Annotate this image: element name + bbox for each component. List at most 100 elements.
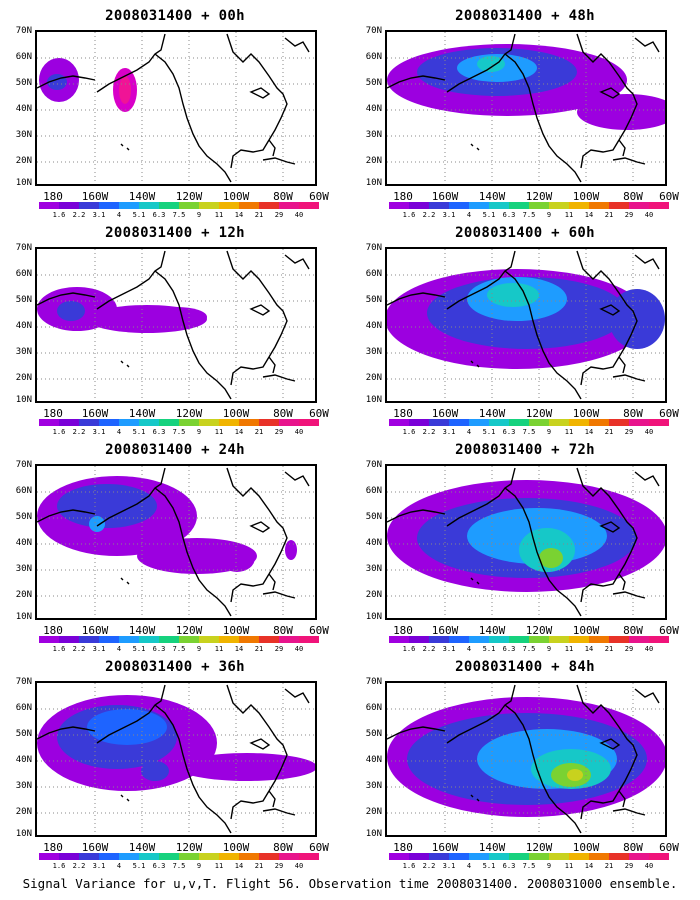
colorbar-swatch <box>549 419 569 426</box>
coastline <box>576 33 638 141</box>
longitude-label: 60W <box>309 407 329 420</box>
coastline <box>387 726 446 740</box>
colorbar-swatch <box>409 853 429 860</box>
colorbar-label: 9 <box>546 645 552 653</box>
latitude-label: 10N <box>15 395 32 405</box>
longitude-label: 100W <box>222 841 250 854</box>
latitude-label: 20N <box>365 590 382 600</box>
colorbar-label: 7.5 <box>522 862 536 870</box>
latitude-label: 60N <box>15 52 32 62</box>
longitude-label: 160W <box>431 841 459 854</box>
colorbar-swatch <box>139 636 159 643</box>
panel-title: 2008031400 + 48h <box>455 8 595 24</box>
colorbar-swatch <box>429 636 449 643</box>
longitude-label: 180 <box>43 407 63 420</box>
colorbar-swatch <box>179 202 199 209</box>
colorbar-label: 3.1 <box>92 211 106 219</box>
variance-contour <box>141 761 169 781</box>
latitude-label: 20N <box>15 590 32 600</box>
map-frame <box>385 681 667 837</box>
colorbar-swatch <box>39 636 59 643</box>
colorbar-swatch <box>489 419 509 426</box>
colorbar-label: 3.1 <box>92 645 106 653</box>
colorbar-swatch <box>389 202 409 209</box>
colorbar-label: 14 <box>234 645 244 653</box>
colorbar <box>389 636 669 643</box>
colorbar-label: 2.2 <box>72 428 86 436</box>
colorbar-swatch <box>199 202 219 209</box>
coastline <box>634 471 660 487</box>
coastline <box>262 808 296 816</box>
colorbar-swatch <box>589 202 609 209</box>
colorbar-label: 21 <box>604 645 614 653</box>
coastline <box>634 254 660 270</box>
colorbar-label: 40 <box>294 862 304 870</box>
coastline <box>387 292 446 306</box>
longitude-label: 120W <box>175 841 203 854</box>
longitude-label: 140W <box>128 190 156 203</box>
colorbar-swatch <box>259 202 279 209</box>
latitude-label: 40N <box>365 538 382 548</box>
coastline <box>612 157 646 165</box>
colorbar-label: 14 <box>584 211 594 219</box>
colorbar-swatch <box>279 419 299 426</box>
coastline <box>37 509 96 523</box>
colorbar-swatch <box>259 636 279 643</box>
coastline <box>580 356 626 386</box>
colorbar-label: 3.1 <box>442 862 456 870</box>
colorbar-label: 40 <box>644 428 654 436</box>
coastline <box>230 356 276 386</box>
colorbar-swatch <box>59 853 79 860</box>
colorbar-label: 9 <box>196 428 202 436</box>
coastline <box>37 292 96 306</box>
coastline <box>284 254 310 270</box>
colorbar-label: 6.3 <box>152 862 166 870</box>
colorbar-swatch <box>549 636 569 643</box>
longitude-label: 180 <box>393 841 413 854</box>
colorbar-swatch <box>99 853 119 860</box>
colorbar-swatch <box>429 419 449 426</box>
colorbar-swatch <box>119 853 139 860</box>
longitude-label: 140W <box>128 407 156 420</box>
coastline <box>576 467 638 575</box>
colorbar-swatch <box>549 853 569 860</box>
colorbar-swatch <box>489 202 509 209</box>
latitude-label: 60N <box>365 486 382 496</box>
latitude-label: 10N <box>15 612 32 622</box>
coastline <box>226 33 288 141</box>
colorbar-swatch <box>649 853 669 860</box>
colorbar-label: 4 <box>116 862 122 870</box>
variance-contour <box>577 94 665 130</box>
variance-map <box>37 32 315 184</box>
colorbar-swatch <box>409 202 429 209</box>
variance-map <box>37 249 315 401</box>
colorbar-swatch <box>79 419 99 426</box>
longitude-label: 80W <box>623 407 643 420</box>
colorbar-label: 1.6 <box>402 862 416 870</box>
colorbar-swatch <box>79 636 99 643</box>
coastline <box>446 33 582 183</box>
colorbar-label: 7.5 <box>172 428 186 436</box>
coastline <box>634 37 660 53</box>
colorbar-swatch <box>449 853 469 860</box>
colorbar-label: 7.5 <box>522 645 536 653</box>
colorbar-label: 4 <box>466 428 472 436</box>
coastline <box>612 591 646 599</box>
coastline <box>446 467 582 617</box>
colorbar <box>39 853 319 860</box>
latitude-label: 50N <box>15 295 32 305</box>
latitude-label: 30N <box>365 130 382 140</box>
colorbar-swatch <box>449 419 469 426</box>
colorbar-label: 29 <box>274 428 284 436</box>
colorbar-label: 11 <box>214 645 224 653</box>
colorbar-label: 1.6 <box>52 645 66 653</box>
longitude-label: 80W <box>273 624 293 637</box>
colorbar-swatch <box>59 202 79 209</box>
longitude-label: 140W <box>128 624 156 637</box>
latitude-label: 70N <box>365 460 382 470</box>
colorbar-swatch <box>279 636 299 643</box>
colorbar-label: 40 <box>294 428 304 436</box>
variance-contour <box>477 56 505 72</box>
colorbar-swatch <box>469 853 489 860</box>
longitude-label: 100W <box>572 624 600 637</box>
